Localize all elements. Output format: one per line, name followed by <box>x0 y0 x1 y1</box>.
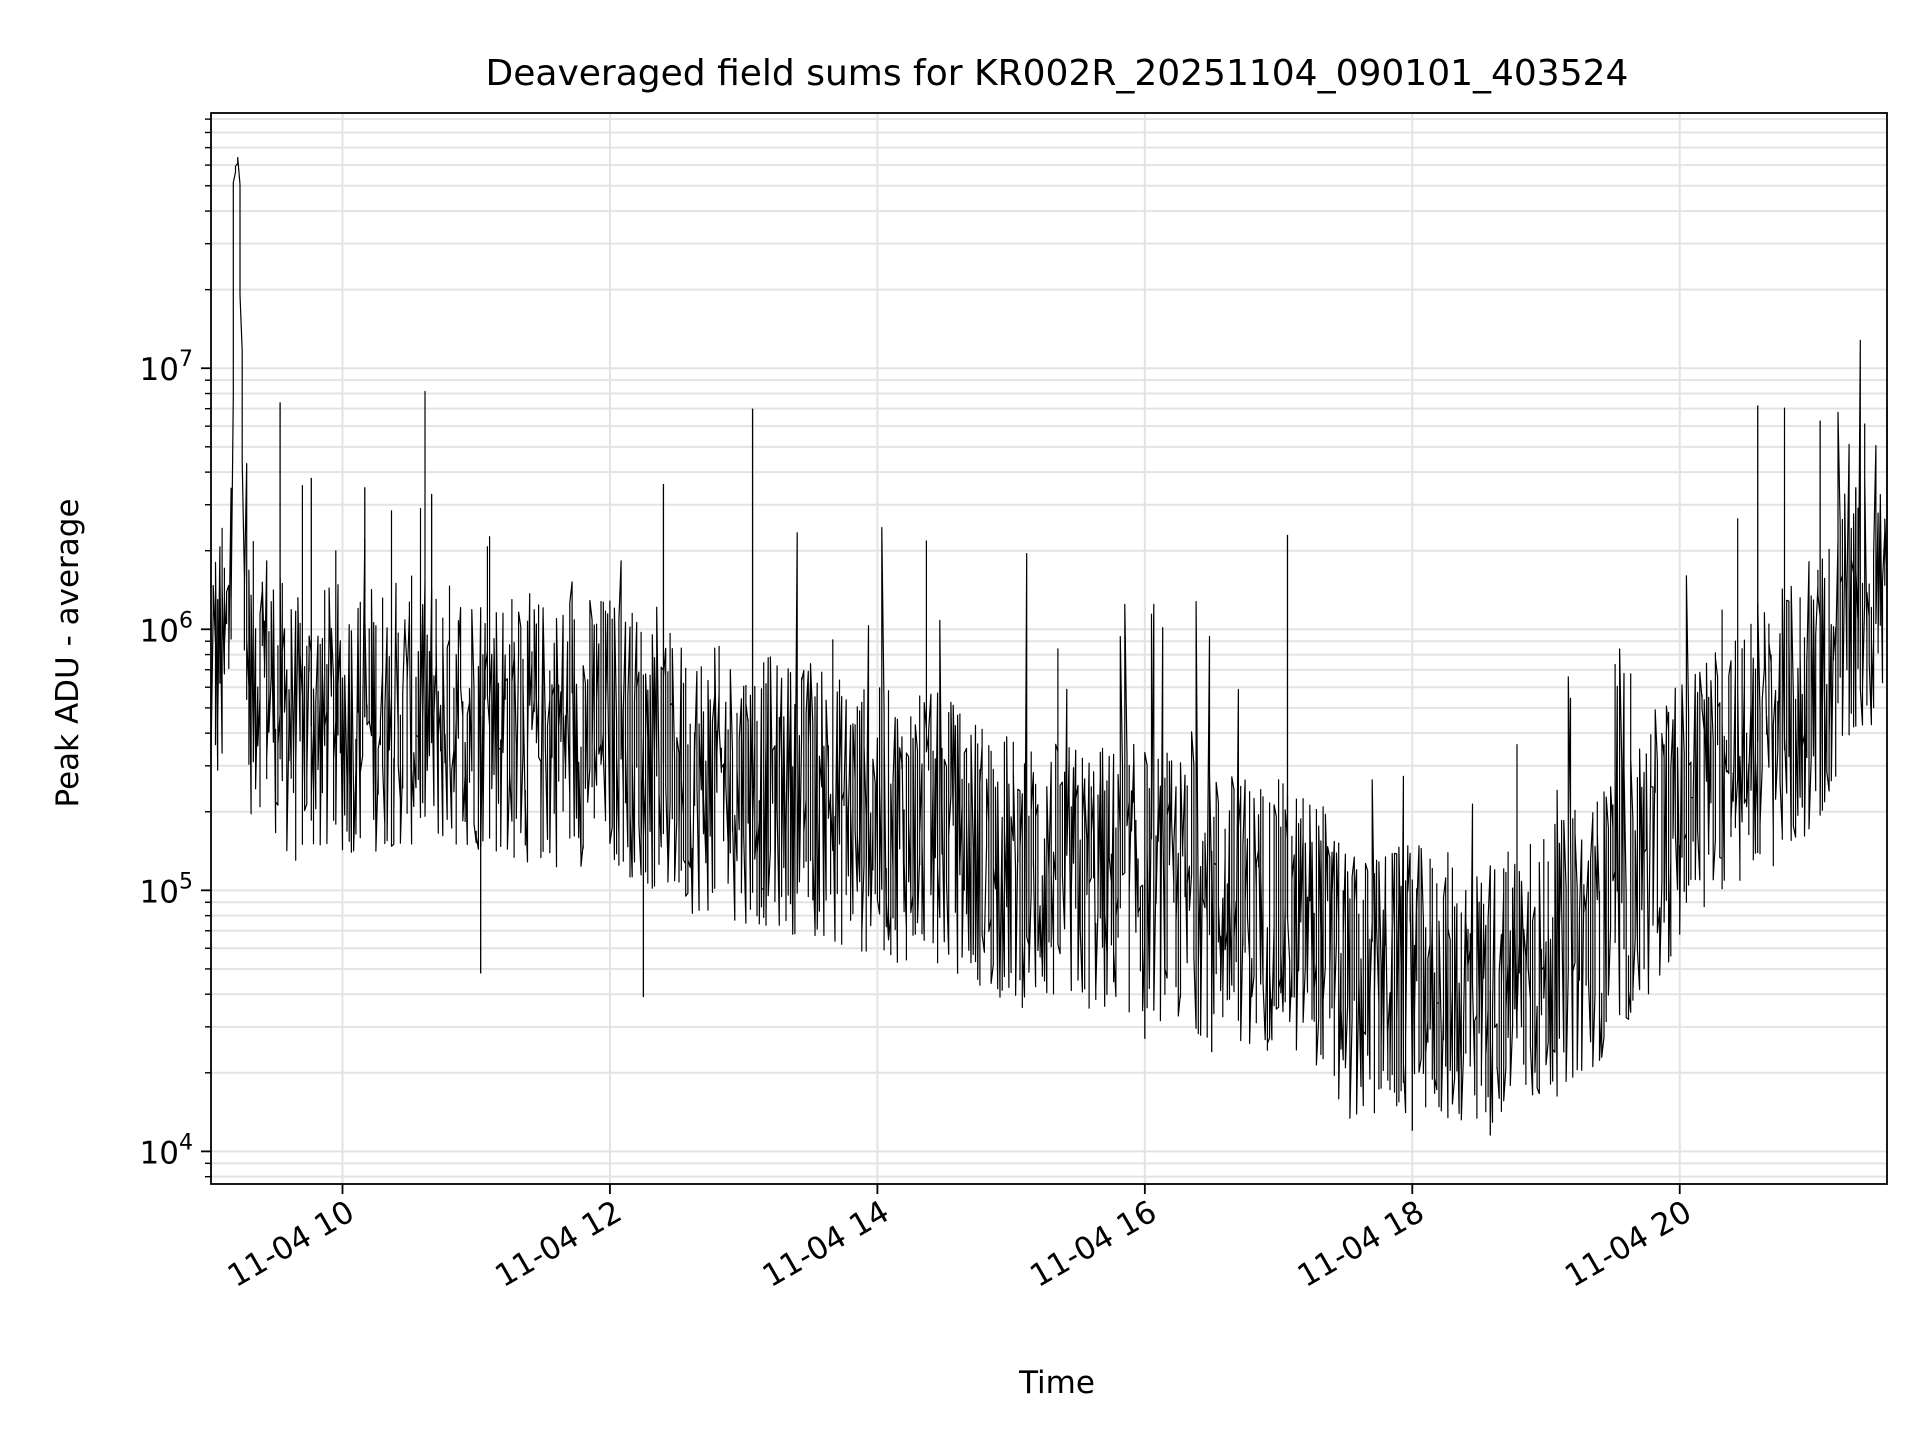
axes-frame <box>210 112 1888 1185</box>
y-tick-label: 104 <box>140 1130 193 1171</box>
chart-title: Deaveraged field sums for KR002R_2025110… <box>486 53 1629 94</box>
y-tick-label: 107 <box>140 347 193 388</box>
plot-area <box>210 156 1888 1136</box>
y-tick-label: 106 <box>140 608 193 649</box>
x-axis-label: Time <box>1018 1365 1095 1401</box>
y-tick-label: 105 <box>140 869 193 910</box>
data-line <box>210 156 1888 1123</box>
y-axis-label: Peak ADU - average <box>50 498 86 807</box>
